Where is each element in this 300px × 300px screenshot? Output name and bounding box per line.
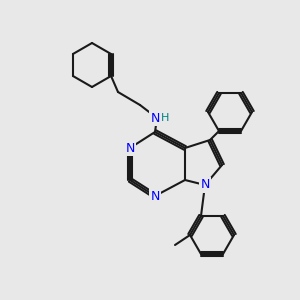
Text: N: N xyxy=(125,142,135,154)
Text: H: H xyxy=(161,113,169,123)
Text: N: N xyxy=(200,178,210,191)
Text: N: N xyxy=(150,112,160,124)
Text: N: N xyxy=(150,190,160,202)
